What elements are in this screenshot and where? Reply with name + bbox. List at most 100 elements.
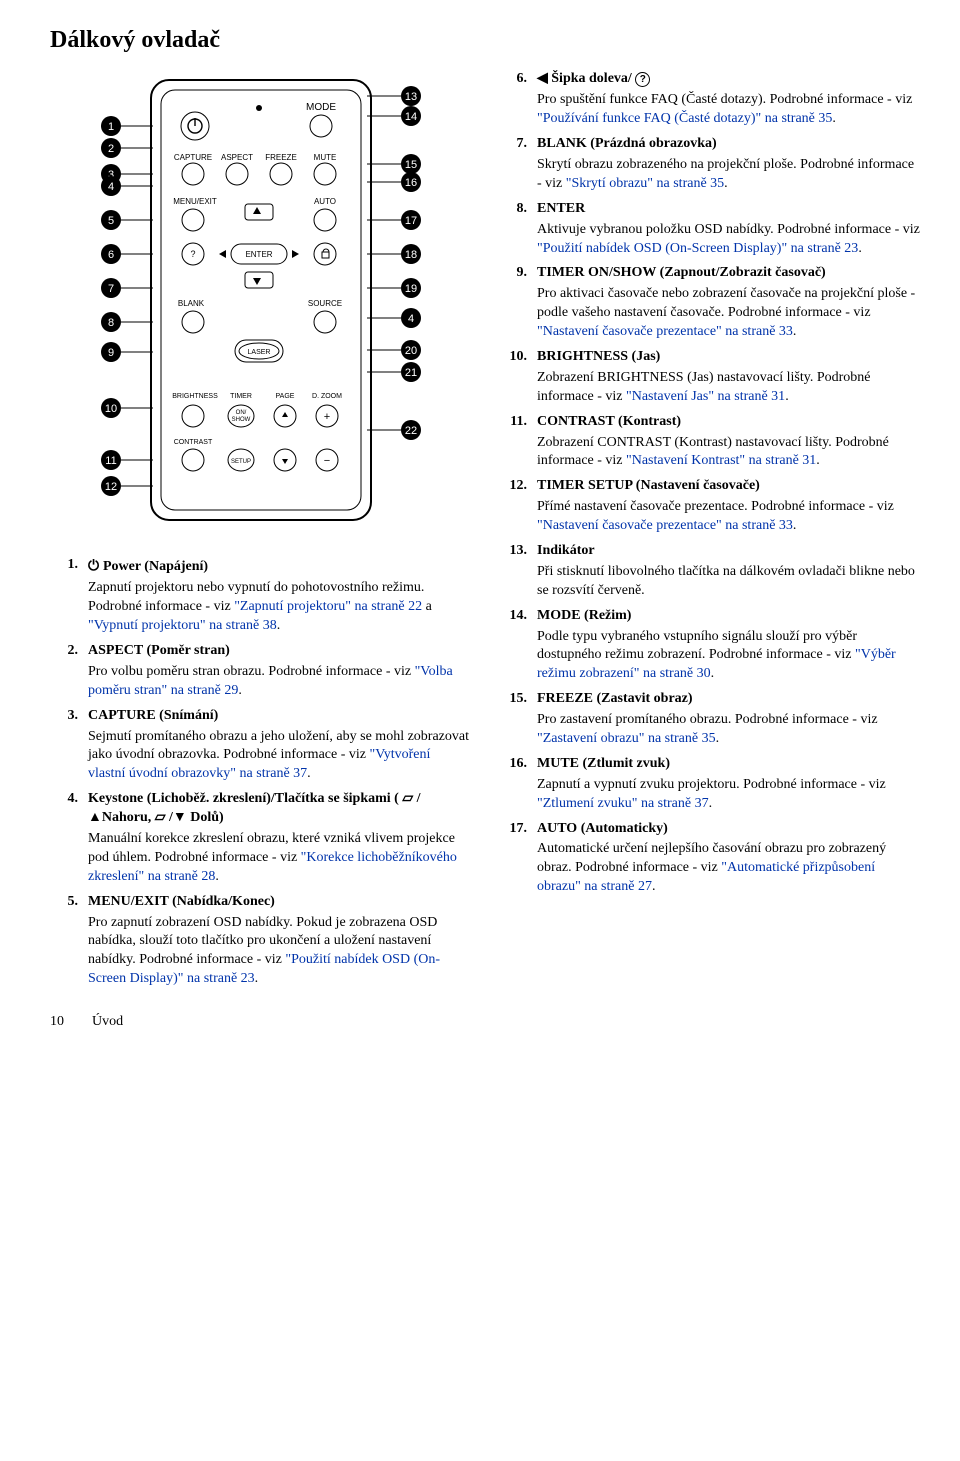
svg-text:SHOW: SHOW [231, 417, 250, 423]
svg-text:21: 21 [404, 367, 416, 379]
item-desc: Zobrazení BRIGHTNESS (Jas) nastavovací l… [537, 369, 920, 407]
item-number: 9. [499, 264, 537, 283]
svg-text:ON/: ON/ [235, 410, 246, 416]
item-term: ⏻ Power (Napájení) [88, 556, 208, 577]
svg-text:MENU/EXIT: MENU/EXIT [173, 197, 217, 206]
cross-ref-link[interactable]: "Použití nabídek OSD (On-Screen Display)… [537, 241, 858, 256]
item-number: 11. [499, 413, 537, 432]
svg-text:ENTER: ENTER [245, 250, 272, 259]
svg-text:MUTE: MUTE [313, 153, 336, 162]
cross-ref-link[interactable]: "Vypnutí projektoru" na straně 38 [88, 618, 277, 633]
cross-ref-link[interactable]: "Zastavení obrazu" na straně 35 [537, 731, 716, 746]
svg-text:?: ? [190, 249, 195, 259]
list-item: 2.ASPECT (Poměr stran) [50, 642, 471, 661]
item-desc: Zapnutí a vypnutí zvuku projektoru. Podr… [537, 776, 920, 814]
cross-ref-link[interactable]: "Nastavení časovače prezentace" na stran… [537, 518, 793, 533]
item-number: 4. [50, 790, 88, 828]
list-item: 15.FREEZE (Zastavit obraz) [499, 690, 920, 709]
item-number: 3. [50, 707, 88, 726]
item-term: CAPTURE (Snímání) [88, 707, 218, 726]
cross-ref-link[interactable]: "Korekce lichoběžníkového zkreslení" na … [88, 850, 457, 884]
svg-text:FREEZE: FREEZE [265, 153, 297, 162]
list-item: 4.Keystone (Lichoběž. zkreslení)/Tlačítk… [50, 790, 471, 828]
item-desc: Podle typu vybraného vstupního signálu s… [537, 628, 920, 685]
list-item: 17.AUTO (Automaticky) [499, 820, 920, 839]
item-term: AUTO (Automaticky) [537, 820, 668, 839]
list-item: 14.MODE (Režim) [499, 607, 920, 626]
list-item: 11.CONTRAST (Kontrast) [499, 413, 920, 432]
item-desc: Skrytí obrazu zobrazeného na projekční p… [537, 156, 920, 194]
svg-text:18: 18 [404, 249, 416, 261]
svg-text:SOURCE: SOURCE [307, 299, 341, 308]
item-number: 6. [499, 70, 537, 89]
svg-text:SETUP: SETUP [230, 459, 250, 465]
cross-ref-link[interactable]: "Skrytí obrazu" na straně 35 [566, 176, 724, 191]
page-title: Dálkový ovladač [50, 24, 920, 56]
svg-text:15: 15 [404, 159, 416, 171]
item-term: FREEZE (Zastavit obraz) [537, 690, 693, 709]
cross-ref-link[interactable]: "Nastavení časovače prezentace" na stran… [537, 324, 793, 339]
list-item: 10.BRIGHTNESS (Jas) [499, 348, 920, 367]
svg-text:D. ZOOM: D. ZOOM [312, 393, 342, 400]
item-desc: Pro zapnutí zobrazení OSD nabídky. Pokud… [88, 914, 471, 990]
svg-text:5: 5 [107, 215, 113, 227]
item-desc: Aktivuje vybranou položku OSD nabídky. P… [537, 221, 920, 259]
list-item: 9.TIMER ON/SHOW (Zapnout/Zobrazit časova… [499, 264, 920, 283]
svg-text:MODE: MODE [306, 102, 336, 113]
item-number: 14. [499, 607, 537, 626]
list-item: 7.BLANK (Prázdná obrazovka) [499, 135, 920, 154]
svg-text:22: 22 [404, 425, 416, 437]
svg-text:4: 4 [107, 181, 113, 193]
svg-text:−: − [323, 455, 329, 467]
item-desc: Sejmutí promítaného obrazu a jeho uložen… [88, 728, 471, 785]
item-number: 1. [50, 556, 88, 577]
cross-ref-link[interactable]: "Nastavení Kontrast" na straně 31 [626, 453, 816, 468]
svg-text:19: 19 [404, 283, 416, 295]
item-term: MUTE (Ztlumit zvuk) [537, 755, 670, 774]
cross-ref-link[interactable]: "Automatické přizpůsobení obrazu" na str… [537, 860, 875, 894]
item-term: ASPECT (Poměr stran) [88, 642, 230, 661]
item-term: CONTRAST (Kontrast) [537, 413, 681, 432]
cross-ref-link[interactable]: "Volba poměru stran" na straně 29 [88, 664, 453, 698]
svg-text:BRIGHTNESS: BRIGHTNESS [172, 393, 218, 400]
svg-text:9: 9 [107, 347, 113, 359]
cross-ref-link[interactable]: "Výběr režimu zobrazení" na straně 30 [537, 647, 896, 681]
item-number: 7. [499, 135, 537, 154]
svg-text:BLANK: BLANK [177, 299, 204, 308]
item-desc: Zapnutí projektoru nebo vypnutí do pohot… [88, 579, 471, 636]
cross-ref-link[interactable]: "Zapnutí projektoru" na straně 22 [234, 599, 422, 614]
svg-text:14: 14 [404, 111, 416, 123]
svg-text:13: 13 [404, 91, 416, 103]
item-term: ENTER [537, 200, 585, 219]
svg-text:1: 1 [107, 121, 113, 133]
list-item: 12.TIMER SETUP (Nastavení časovače) [499, 477, 920, 496]
item-number: 17. [499, 820, 537, 839]
cross-ref-link[interactable]: "Nastavení Jas" na straně 31 [626, 389, 785, 404]
svg-text:+: + [323, 411, 329, 423]
cross-ref-link[interactable]: "Ztlumení zvuku" na straně 37 [537, 796, 709, 811]
item-term: ◀ Šipka doleva/ ? [537, 70, 650, 89]
item-desc: Pro aktivaci časovače nebo zobrazení čas… [537, 285, 920, 342]
cross-ref-link[interactable]: "Používání funkce FAQ (Časté dotazy)" na… [537, 111, 832, 126]
svg-text:AUTO: AUTO [313, 197, 335, 206]
svg-text:8: 8 [107, 317, 113, 329]
item-term: MODE (Režim) [537, 607, 631, 626]
svg-text:12: 12 [104, 481, 116, 493]
page-footer: 10 Úvod [50, 1013, 920, 1032]
item-number: 15. [499, 690, 537, 709]
list-item: 16.MUTE (Ztlumit zvuk) [499, 755, 920, 774]
svg-text:7: 7 [107, 283, 113, 295]
list-item: 8.ENTER [499, 200, 920, 219]
cross-ref-link[interactable]: "Použití nabídek OSD (On-Screen Display)… [88, 952, 440, 986]
svg-text:ASPECT: ASPECT [220, 153, 252, 162]
item-desc: Pro spuštění funkce FAQ (Časté dotazy). … [537, 91, 920, 129]
footer-section: Úvod [92, 1013, 123, 1032]
cross-ref-link[interactable]: "Vytvoření vlastní úvodní obrazovky" na … [88, 747, 430, 781]
list-item: 6.◀ Šipka doleva/ ? [499, 70, 920, 89]
svg-text:LASER: LASER [247, 349, 270, 356]
item-desc: Automatické určení nejlepšího časování o… [537, 840, 920, 897]
list-item: 3.CAPTURE (Snímání) [50, 707, 471, 726]
svg-text:4: 4 [407, 313, 413, 325]
svg-text:6: 6 [107, 249, 113, 261]
svg-text:16: 16 [404, 177, 416, 189]
